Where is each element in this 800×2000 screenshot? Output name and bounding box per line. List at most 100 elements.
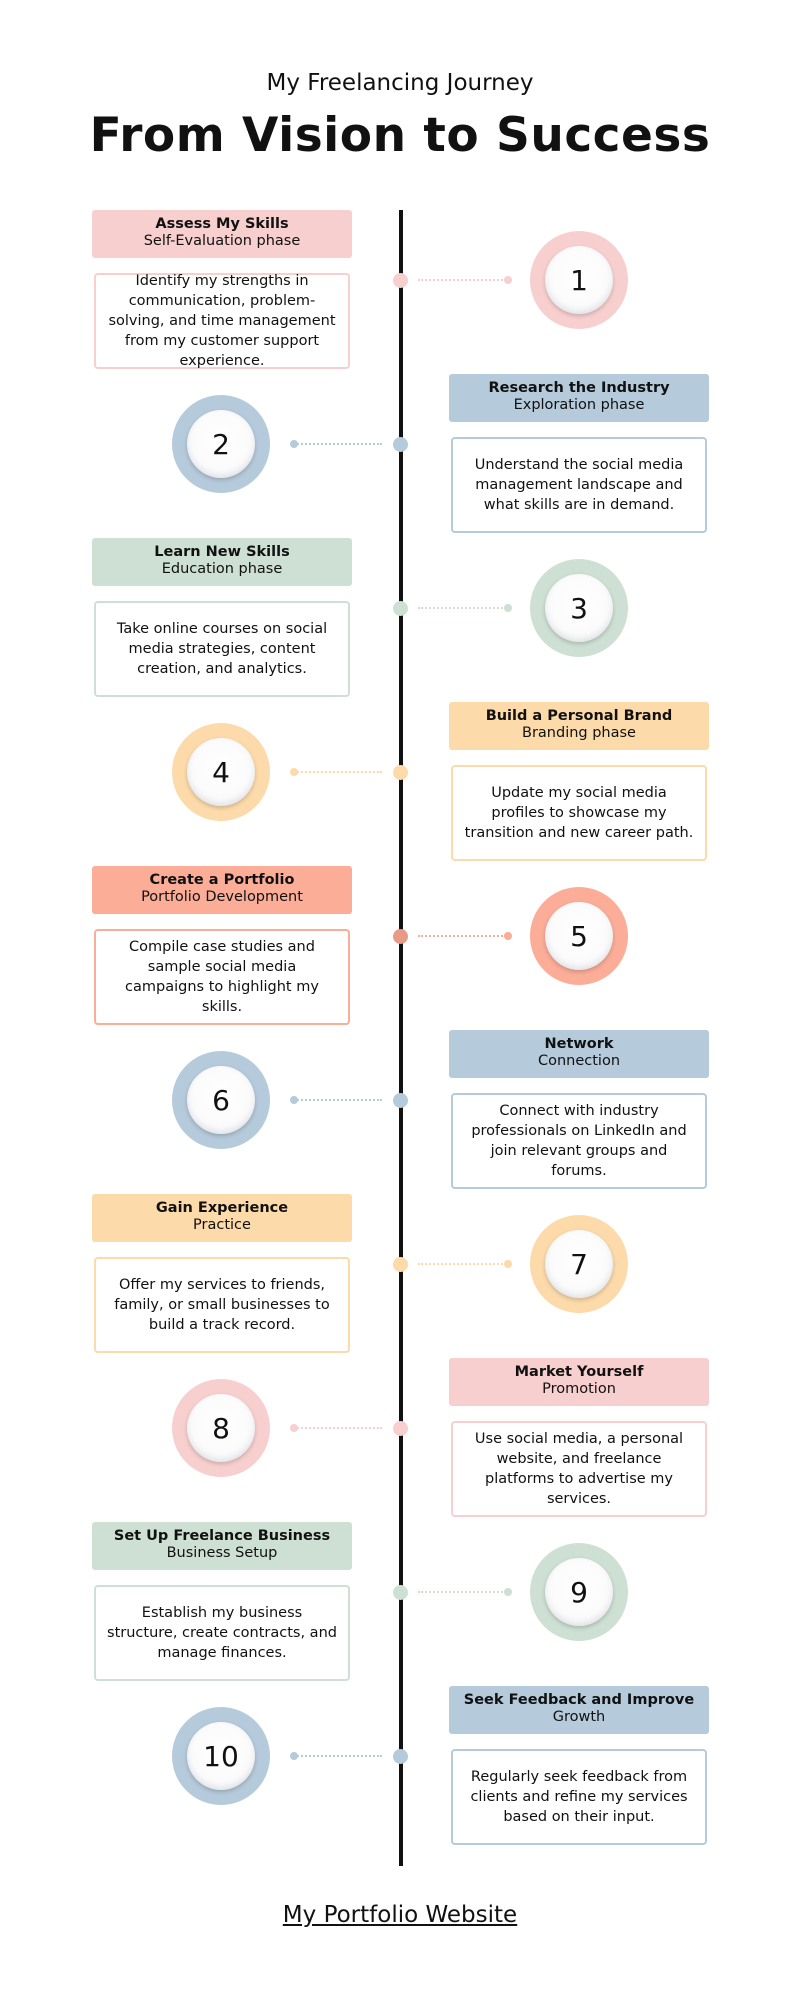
step-phase: Business Setup xyxy=(166,1545,278,1561)
step-number: 4 xyxy=(187,738,255,806)
connector-end-dot xyxy=(290,768,298,776)
step-title: Gain Experience xyxy=(155,1200,289,1216)
step-header: Learn New Skills Education phase xyxy=(92,538,352,586)
step-title: Assess My Skills xyxy=(155,216,289,232)
step-description: Identify my strengths in communication, … xyxy=(94,273,350,369)
step-header: Network Connection xyxy=(449,1030,709,1078)
timeline-step: Seek Feedback and Improve Growth Regularly… xyxy=(0,1686,800,1936)
connector-end-dot xyxy=(290,1096,298,1104)
step-number-badge: 9 xyxy=(530,1543,628,1641)
step-description: Regularly seek feedback from clients and… xyxy=(451,1749,707,1845)
step-title: Market Yourself xyxy=(514,1364,644,1380)
connector-line xyxy=(418,607,506,609)
step-number-badge: 10 xyxy=(172,1707,270,1805)
timeline-node xyxy=(393,601,408,616)
step-phase: Education phase xyxy=(161,561,283,577)
step-description: Use social media, a personal website, an… xyxy=(451,1421,707,1517)
step-title: Research the Industry xyxy=(488,380,670,396)
connector-line xyxy=(418,279,506,281)
step-phase: Portfolio Development xyxy=(141,889,303,905)
portfolio-website-link[interactable]: My Portfolio Website xyxy=(282,1902,518,1928)
timeline-node xyxy=(393,273,408,288)
timeline-step: Network Connection Connect with industry p… xyxy=(0,1030,800,1280)
connector-line xyxy=(418,935,506,937)
step-number: 1 xyxy=(545,246,613,314)
step-number-badge: 3 xyxy=(530,559,628,657)
step-number-badge: 2 xyxy=(172,395,270,493)
page-title: From Vision to Success xyxy=(89,108,711,163)
timeline-node xyxy=(393,1093,408,1108)
step-phase: Exploration phase xyxy=(513,397,645,413)
step-number: 3 xyxy=(545,574,613,642)
step-phase: Self-Evaluation phase xyxy=(143,233,301,249)
step-description: Offer my services to friends, family, or… xyxy=(94,1257,350,1353)
connector-end-dot xyxy=(504,932,512,940)
timeline-step: Research the Industry Exploration phase Un… xyxy=(0,374,800,624)
step-number-badge: 6 xyxy=(172,1051,270,1149)
step-description: Take online courses on social media stra… xyxy=(94,601,350,697)
connector-end-dot xyxy=(290,440,298,448)
step-phase: Practice xyxy=(193,1217,251,1233)
connector-end-dot xyxy=(504,276,512,284)
timeline-step: Build a Personal Brand Branding phase Upda… xyxy=(0,702,800,952)
connector-line xyxy=(294,771,382,773)
step-number: 5 xyxy=(545,902,613,970)
step-number: 7 xyxy=(545,1230,613,1298)
step-title: Network xyxy=(544,1036,614,1052)
connector-line xyxy=(418,1591,506,1593)
connector-line xyxy=(294,1099,382,1101)
timeline-node xyxy=(393,1585,408,1600)
step-phase: Growth xyxy=(552,1709,606,1725)
connector-line xyxy=(294,443,382,445)
step-description: Understand the social media management l… xyxy=(451,437,707,533)
step-header: Build a Personal Brand Branding phase xyxy=(449,702,709,750)
journey-subtitle: My Freelancing Journey xyxy=(266,70,534,96)
timeline-node xyxy=(393,765,408,780)
step-title: Create a Portfolio xyxy=(149,872,295,888)
step-header: Create a Portfolio Portfolio Development xyxy=(92,866,352,914)
step-number: 6 xyxy=(187,1066,255,1134)
step-title: Set Up Freelance Business xyxy=(113,1528,331,1544)
timeline-step: Create a Portfolio Portfolio Development C… xyxy=(0,866,800,1116)
step-number-badge: 8 xyxy=(172,1379,270,1477)
timeline-node xyxy=(393,929,408,944)
timeline-node xyxy=(393,1421,408,1436)
timeline-step: Market Yourself Promotion Use social media… xyxy=(0,1358,800,1608)
step-phase: Connection xyxy=(537,1053,621,1069)
step-number: 2 xyxy=(187,410,255,478)
timeline-step: Gain Experience Practice Offer my services… xyxy=(0,1194,800,1444)
timeline-spine xyxy=(399,210,403,1866)
timeline-step: Learn New Skills Education phase Take onli… xyxy=(0,538,800,788)
step-number: 8 xyxy=(187,1394,255,1462)
step-title: Learn New Skills xyxy=(154,544,290,560)
step-description: Update my social media profiles to showc… xyxy=(451,765,707,861)
connector-end-dot xyxy=(290,1424,298,1432)
step-description: Connect with industry professionals on L… xyxy=(451,1093,707,1189)
step-number-badge: 5 xyxy=(530,887,628,985)
step-number-badge: 4 xyxy=(172,723,270,821)
step-description: Establish my business structure, create … xyxy=(94,1585,350,1681)
step-header: Seek Feedback and Improve Growth xyxy=(449,1686,709,1734)
step-phase: Promotion xyxy=(542,1381,616,1397)
timeline-node xyxy=(393,1257,408,1272)
connector-end-dot xyxy=(504,1260,512,1268)
step-header: Gain Experience Practice xyxy=(92,1194,352,1242)
step-number: 10 xyxy=(187,1722,255,1790)
step-header: Set Up Freelance Business Business Setup xyxy=(92,1522,352,1570)
timeline-step: Set Up Freelance Business Business Setup E… xyxy=(0,1522,800,1772)
connector-end-dot xyxy=(504,1588,512,1596)
timeline-node xyxy=(393,437,408,452)
timeline-node xyxy=(393,1749,408,1764)
step-title: Build a Personal Brand xyxy=(485,708,673,724)
connector-end-dot xyxy=(504,604,512,612)
connector-line xyxy=(294,1755,382,1757)
step-number-badge: 7 xyxy=(530,1215,628,1313)
connector-line xyxy=(294,1427,382,1429)
step-header: Market Yourself Promotion xyxy=(449,1358,709,1406)
step-number-badge: 1 xyxy=(530,231,628,329)
step-header: Research the Industry Exploration phase xyxy=(449,374,709,422)
step-title: Seek Feedback and Improve xyxy=(463,1692,695,1708)
connector-end-dot xyxy=(290,1752,298,1760)
step-number: 9 xyxy=(545,1558,613,1626)
step-header: Assess My Skills Self-Evaluation phase xyxy=(92,210,352,258)
